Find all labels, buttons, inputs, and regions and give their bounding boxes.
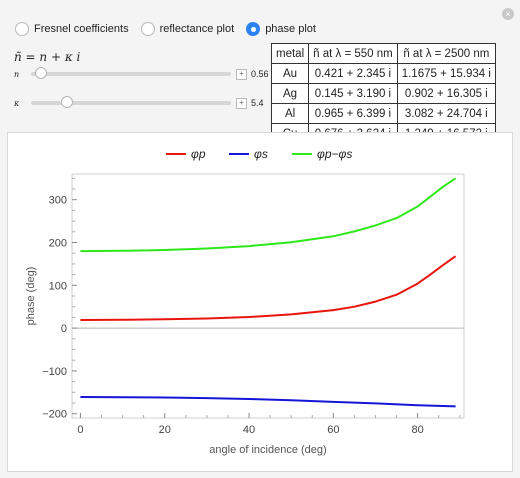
series-lines bbox=[80, 177, 457, 408]
slider-n-track[interactable] bbox=[31, 67, 231, 79]
slider-kappa: κ + 5.4 bbox=[14, 96, 264, 110]
radio-label: phase plot bbox=[265, 23, 316, 35]
radio-label: reflectance plot bbox=[159, 23, 235, 35]
legend-label: φs bbox=[254, 147, 268, 161]
x-tick-label: 0 bbox=[77, 424, 83, 436]
x-tick-label: 40 bbox=[243, 424, 255, 436]
slider-n-thumb[interactable] bbox=[34, 67, 47, 79]
table-row: Al 0.965 + 6.399 i 3.082 + 24.704 i bbox=[270, 103, 496, 124]
y-tick-label: 100 bbox=[49, 280, 67, 292]
plot-frame bbox=[71, 173, 465, 419]
plot-area bbox=[71, 173, 465, 419]
table-cell: Al bbox=[270, 103, 310, 124]
chart-axes: −200 −100 0 100 200 300 0 20 40 60 80 phase (deg) an… bbox=[25, 177, 461, 456]
refractive-index-formula: ñ = n + κ i bbox=[14, 50, 81, 64]
plot-type-selector: Fresnel coefficients reflectance plot ph… bbox=[15, 22, 328, 36]
y-tick-label: 300 bbox=[49, 195, 67, 207]
slider-kappa-value: 5.4 bbox=[251, 98, 264, 108]
slider-kappa-thumb[interactable] bbox=[61, 96, 74, 108]
slider-kappa-track[interactable] bbox=[31, 96, 231, 108]
x-axis-label: angle of incidence (deg) bbox=[209, 444, 326, 456]
metal-index-table: metal ñ at λ = 550 nm ñ at λ = 2500 nm A… bbox=[270, 43, 496, 144]
radio-on-icon bbox=[246, 22, 261, 36]
table-header: ñ at λ = 550 nm bbox=[308, 43, 398, 64]
series-line bbox=[80, 255, 457, 321]
phase-plot-panel: φp φs φp−φs −200 −100 0 100 200 300 0 20 40 60 80 pha… bbox=[7, 132, 513, 472]
table-row: Au 0.421 + 2.345 i 1.1675 + 15.934 i bbox=[270, 63, 496, 84]
table-cell: 0.902 + 16.305 i bbox=[396, 83, 496, 104]
x-tick-label: 80 bbox=[412, 424, 424, 436]
legend-label: φp−φs bbox=[317, 147, 352, 161]
y-tick-label: 0 bbox=[61, 323, 67, 335]
series-line bbox=[80, 177, 457, 253]
y-tick-label: −200 bbox=[42, 409, 67, 421]
table-cell: 0.145 + 3.190 i bbox=[308, 83, 398, 104]
radio-phase-plot[interactable]: phase plot bbox=[246, 22, 316, 36]
legend-label: φp bbox=[191, 147, 206, 161]
slider-n: n + 0.56 bbox=[14, 67, 269, 81]
table-row: Ag 0.145 + 3.190 i 0.902 + 16.305 i bbox=[270, 83, 496, 104]
slider-n-value: 0.56 bbox=[251, 69, 269, 79]
radio-off-icon bbox=[15, 22, 29, 36]
table-header: metal bbox=[270, 43, 310, 64]
close-icon[interactable]: × bbox=[502, 8, 514, 20]
radio-fresnel-coefficients[interactable]: Fresnel coefficients bbox=[15, 22, 129, 36]
radio-reflectance-plot[interactable]: reflectance plot bbox=[140, 22, 235, 36]
x-tick-label: 60 bbox=[327, 424, 339, 436]
plus-icon[interactable]: + bbox=[236, 68, 247, 80]
slider-label-kappa: κ bbox=[14, 98, 20, 108]
table-cell: 3.082 + 24.704 i bbox=[396, 103, 496, 124]
plus-icon[interactable]: + bbox=[236, 97, 247, 109]
y-tick-label: −100 bbox=[42, 366, 67, 378]
phase-chart: φp φs φp−φs −200 −100 0 100 200 300 0 20 40 60 80 pha… bbox=[25, 147, 465, 456]
y-axis-label: phase (deg) bbox=[25, 267, 37, 326]
table-cell: Au bbox=[270, 63, 310, 84]
table-cell: Ag bbox=[270, 83, 310, 104]
radio-off-icon bbox=[140, 22, 155, 36]
radio-label: Fresnel coefficients bbox=[34, 23, 129, 35]
table-cell: 0.965 + 6.399 i bbox=[308, 103, 398, 124]
table-cell: 1.1675 + 15.934 i bbox=[396, 63, 496, 84]
table-header-row: metal ñ at λ = 550 nm ñ at λ = 2500 nm bbox=[270, 43, 496, 64]
x-tick-label: 20 bbox=[159, 424, 171, 436]
y-tick-label: 200 bbox=[49, 237, 67, 249]
table-header: ñ at λ = 2500 nm bbox=[396, 43, 496, 64]
chart-legend: φp φs φp−φs bbox=[166, 147, 352, 161]
table-cell: 0.421 + 2.345 i bbox=[308, 63, 398, 84]
slider-label-n: n bbox=[14, 69, 20, 79]
series-line bbox=[80, 396, 456, 408]
